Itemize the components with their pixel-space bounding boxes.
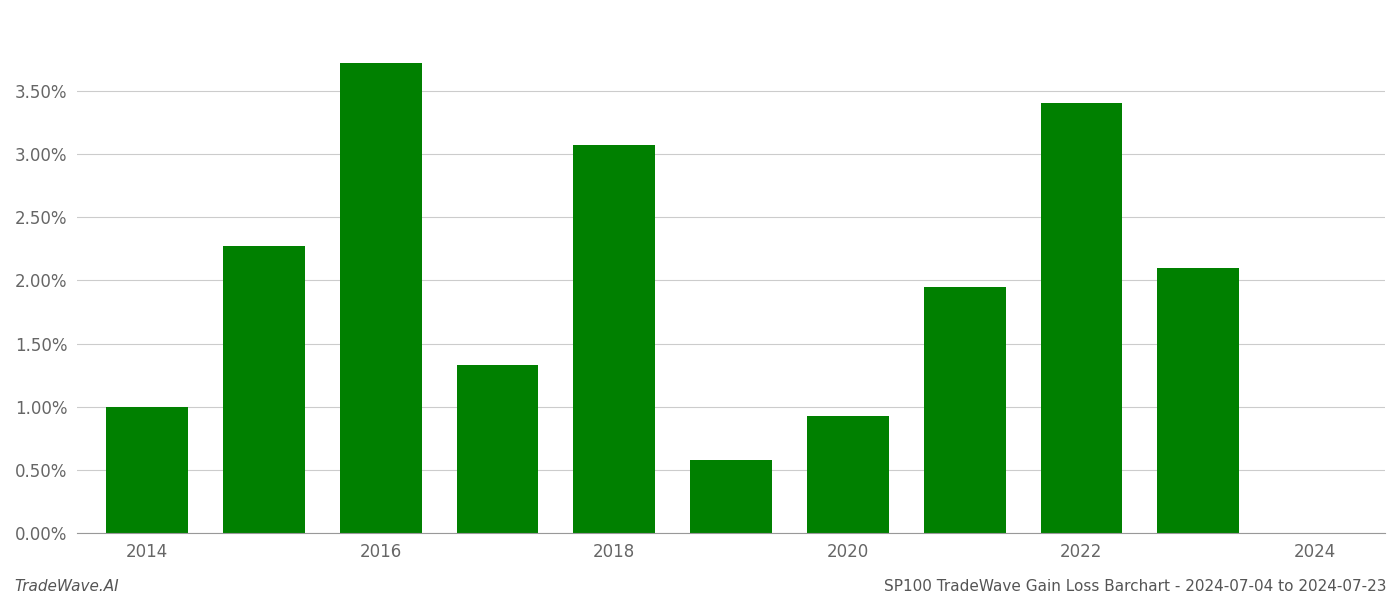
Text: TradeWave.AI: TradeWave.AI	[14, 579, 119, 594]
Bar	[924, 287, 1005, 533]
Bar	[456, 365, 539, 533]
Bar	[223, 247, 305, 533]
Bar	[806, 416, 889, 533]
Bar	[340, 63, 421, 533]
Bar	[1040, 103, 1123, 533]
Text: SP100 TradeWave Gain Loss Barchart - 2024-07-04 to 2024-07-23: SP100 TradeWave Gain Loss Barchart - 202…	[883, 579, 1386, 594]
Bar	[574, 145, 655, 533]
Bar	[690, 460, 771, 533]
Bar	[1158, 268, 1239, 533]
Bar	[106, 407, 188, 533]
